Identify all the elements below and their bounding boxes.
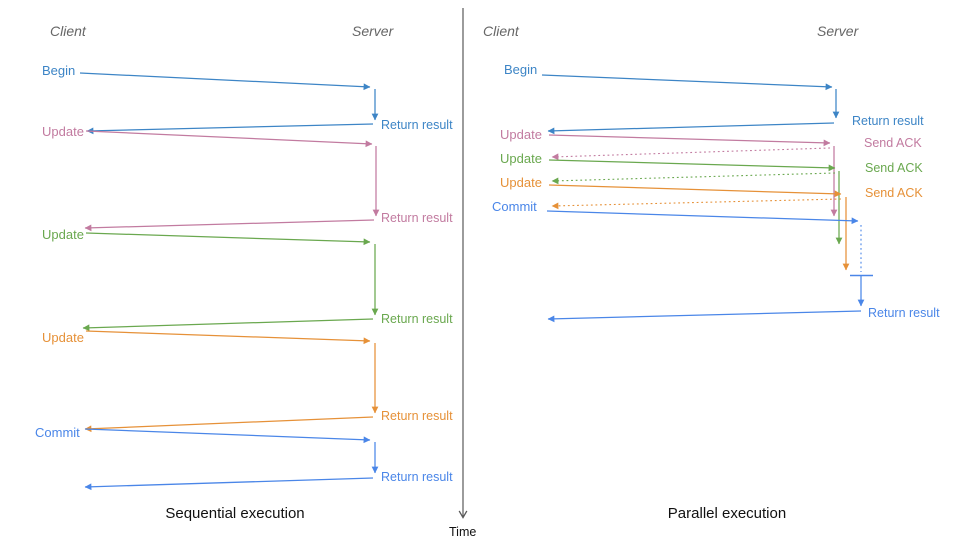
- request-arrow: [85, 330, 371, 345]
- request-arrow: [548, 159, 836, 172]
- request-arrow: [79, 72, 371, 91]
- ack-arrow: [551, 147, 831, 161]
- seq-row-begin: Begin Return result: [42, 63, 453, 135]
- sequential-caption: Sequential execution: [165, 505, 304, 522]
- request-arrow: [548, 184, 842, 198]
- result-label: Return result: [381, 118, 453, 132]
- seq-row-commit: Commit Return result: [35, 425, 453, 491]
- request-arrow: [84, 428, 371, 444]
- result-label: Return result: [381, 211, 453, 225]
- result-label: Return result: [381, 409, 453, 423]
- ack-arrow: [551, 198, 842, 210]
- request-arrow: [546, 210, 859, 225]
- par-row-update-3: Update Send ACK: [500, 175, 923, 271]
- sequential-panel: Client Server Begin Return result Update…: [35, 23, 453, 522]
- message-label: Begin: [504, 62, 537, 77]
- message-label: Commit: [492, 199, 537, 214]
- message-label: Update: [42, 124, 84, 139]
- request-arrow: [85, 130, 373, 148]
- parallel-caption: Parallel execution: [668, 505, 786, 522]
- par-row-commit: Commit Return result: [492, 199, 940, 323]
- client-lifeline-label: Client: [50, 23, 87, 39]
- response-arrow: [547, 122, 835, 135]
- response-arrow: [547, 310, 862, 323]
- ack-arrow: [551, 172, 836, 185]
- server-lifeline-label: Server: [352, 23, 395, 39]
- response-arrow: [84, 219, 375, 232]
- result-label: Return result: [381, 312, 453, 326]
- ack-label: Send ACK: [865, 161, 923, 175]
- seq-row-update-3: Update Return result: [42, 330, 453, 433]
- message-label: Begin: [42, 63, 75, 78]
- response-arrow: [84, 477, 374, 491]
- request-arrow: [85, 232, 371, 246]
- response-arrow: [86, 123, 374, 135]
- par-row-begin: Begin Return result: [504, 62, 924, 135]
- ack-label: Send ACK: [864, 136, 922, 150]
- client-lifeline-label: Client: [483, 23, 520, 39]
- message-label: Update: [500, 151, 542, 166]
- seq-row-update-2: Update Return result: [42, 227, 453, 332]
- time-axis: Time: [449, 8, 476, 539]
- result-label: Return result: [852, 114, 924, 128]
- par-row-update-1: Update Send ACK: [500, 127, 922, 217]
- message-label: Update: [500, 175, 542, 190]
- result-label: Return result: [381, 470, 453, 484]
- response-arrow: [84, 416, 374, 433]
- parallel-panel: Client Server Begin Return result Update…: [483, 23, 940, 522]
- request-arrow: [548, 134, 831, 147]
- time-axis-label: Time: [449, 525, 476, 539]
- message-label: Update: [500, 127, 542, 142]
- server-lifeline-label: Server: [817, 23, 860, 39]
- result-label: Return result: [868, 306, 940, 320]
- ack-label: Send ACK: [865, 186, 923, 200]
- message-label: Update: [42, 227, 84, 242]
- par-row-update-2: Update Send ACK: [500, 151, 923, 245]
- seq-row-update-1: Update Return result: [42, 124, 453, 232]
- response-arrow: [82, 318, 374, 332]
- request-arrow: [541, 74, 833, 91]
- message-label: Commit: [35, 425, 80, 440]
- message-label: Update: [42, 330, 84, 345]
